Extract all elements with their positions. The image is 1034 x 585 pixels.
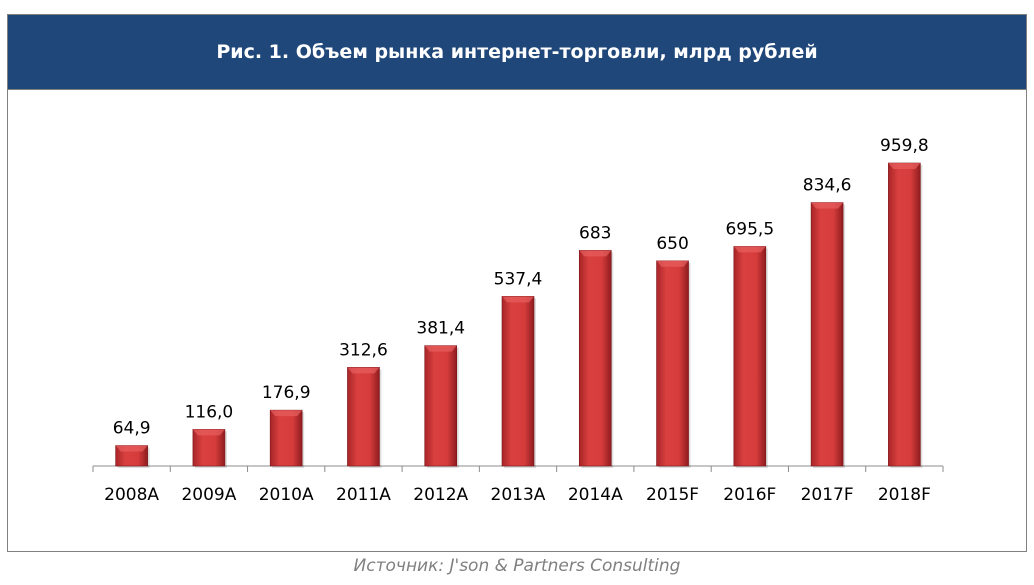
x-tick-label: 2009A	[181, 485, 236, 505]
x-tick-label: 2013A	[491, 485, 546, 505]
data-label: 650	[656, 234, 688, 254]
x-tick-label: 2011A	[336, 485, 391, 505]
bar	[578, 250, 612, 467]
bar-bevel	[811, 202, 844, 209]
bar	[656, 260, 689, 467]
data-label: 537,4	[494, 269, 543, 289]
bar-bevel	[192, 429, 225, 436]
chart-title: Рис. 1. Объем рынка интернет-торговли, м…	[8, 15, 1026, 90]
data-label: 64,9	[113, 419, 151, 439]
data-label: 834,6	[803, 176, 852, 196]
x-tick-label: 2015F	[646, 485, 699, 505]
x-tick-label: 2008A	[104, 485, 159, 505]
data-label: 381,4	[416, 319, 465, 339]
x-tick-label: 2017F	[801, 485, 854, 505]
bar	[424, 345, 458, 467]
bar-bevel	[579, 250, 612, 257]
bar-bevel	[424, 345, 457, 352]
chart-frame: Рис. 1. Объем рынка интернет-торговли, м…	[7, 14, 1027, 552]
x-tick-label: 2012A	[413, 485, 468, 505]
bar	[269, 409, 303, 467]
data-label: 116,0	[185, 402, 234, 422]
bar-bevel	[115, 445, 148, 452]
bar-bevel	[270, 410, 303, 417]
bar-bevel	[347, 367, 380, 374]
x-tick-label: 2010A	[259, 485, 314, 505]
bar-bevel	[888, 163, 921, 169]
bar	[733, 246, 767, 467]
bar	[192, 429, 226, 467]
bar-bevel	[502, 296, 534, 303]
x-tick-label: 2014A	[568, 485, 623, 505]
bar	[501, 296, 535, 467]
bar-bevel	[733, 246, 766, 253]
data-label: 683	[579, 223, 611, 243]
bar	[347, 367, 380, 467]
source-note: Источник: J'son & Partners Consulting	[353, 556, 681, 576]
bar-bevel	[656, 260, 689, 267]
data-label: 176,9	[262, 383, 311, 403]
bar	[810, 202, 844, 467]
data-label: 695,5	[725, 219, 774, 239]
data-label: 312,6	[339, 340, 388, 360]
bar	[888, 162, 921, 467]
data-label: 959,8	[880, 136, 929, 156]
x-tick-label: 2018F	[878, 485, 931, 505]
x-tick-label: 2016F	[723, 485, 776, 505]
